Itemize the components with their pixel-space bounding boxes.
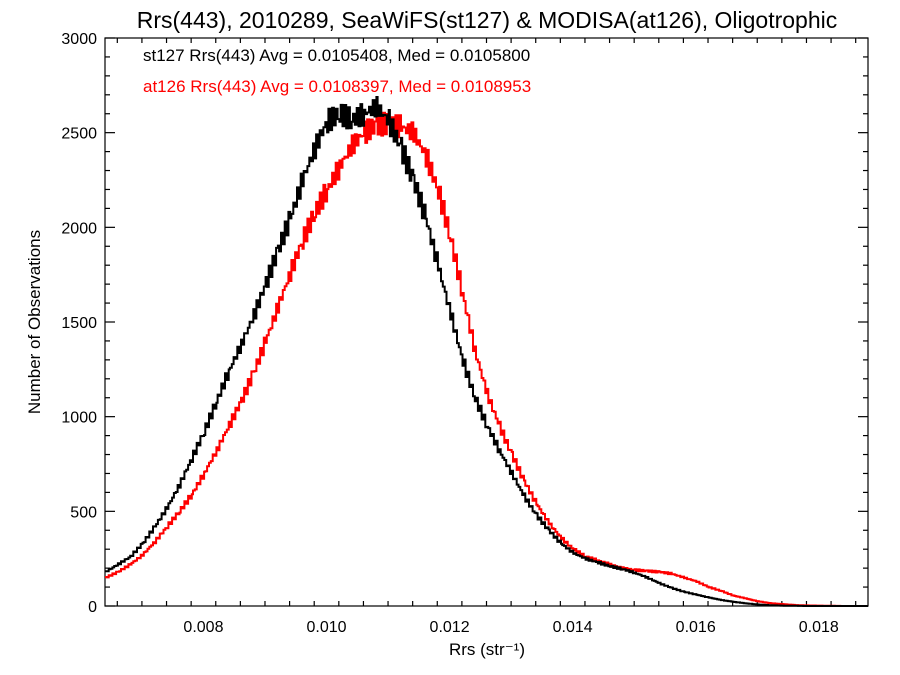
- x-tick-label: 0.008: [183, 619, 223, 636]
- axis-ticks: [105, 37, 868, 607]
- legend-entry-at126: at126 Rrs(443) Avg = 0.0108397, Med = 0.…: [143, 77, 531, 96]
- y-tick-label: 0: [88, 599, 97, 616]
- y-tick-label: 1000: [61, 410, 97, 427]
- tick-labels: 0.008 0.010 0.012 0.014 0.016 0.018 0 500 1000 15…: [61, 31, 838, 636]
- chart-title: Rrs(443), 2010289, SeaWiFS(st127) & MODI…: [137, 7, 838, 33]
- series-line-st127: [105, 96, 868, 607]
- y-tick-label: 2500: [61, 126, 97, 143]
- x-tick-label: 0.014: [553, 619, 593, 636]
- y-tick-label: 2000: [61, 220, 97, 237]
- y-axis-label: Number of Observations: [25, 230, 44, 414]
- x-tick-label: 0.016: [676, 619, 716, 636]
- x-tick-label: 0.012: [430, 619, 470, 636]
- x-axis-label: Rrs (str⁻¹): [449, 640, 525, 659]
- x-tick-label: 0.018: [799, 619, 839, 636]
- y-tick-label: 3000: [61, 31, 97, 48]
- x-tick-label: 0.010: [306, 619, 346, 636]
- series-layer: [105, 96, 868, 607]
- y-tick-label: 500: [70, 504, 97, 521]
- series-line-at126: [105, 111, 868, 607]
- legend-entry-st127: st127 Rrs(443) Avg = 0.0105408, Med = 0.…: [143, 46, 530, 65]
- y-tick-label: 1500: [61, 315, 97, 332]
- plot-frame: [104, 37, 869, 607]
